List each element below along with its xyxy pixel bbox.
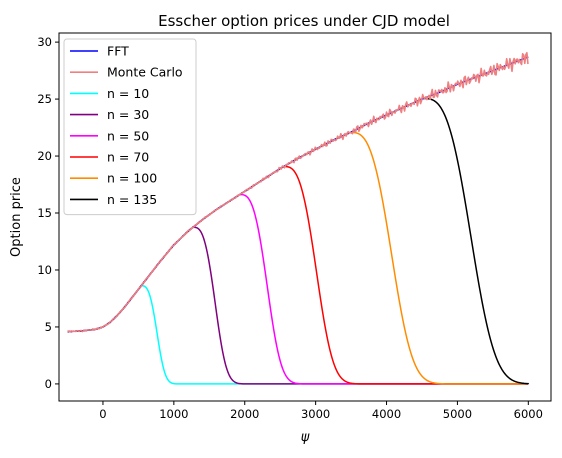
plot-area [67,51,530,385]
x-axis-label: ψ [301,430,310,445]
legend-label: FFT [107,44,129,59]
x-tick-label: 3000 [301,407,330,421]
legend-label: n = 70 [107,150,149,165]
x-tick-label: 5000 [443,407,472,421]
x-tick-label: 0 [99,407,106,421]
x-tick-label: 4000 [372,407,401,421]
legend-label: n = 100 [107,171,157,186]
x-tick-label: 1000 [159,407,188,421]
y-tick-label: 30 [37,35,52,49]
legend-label: n = 10 [107,86,149,101]
y-tick-label: 20 [37,149,52,163]
legend-label: Monte Carlo [107,65,183,80]
x-tick-label: 6000 [514,407,543,421]
chart-title: Esscher option prices under CJD model [158,12,450,30]
x-tick-label: 2000 [230,407,259,421]
legend: FFT Monte Carlo n = 10 n = 30 n = 50 n = 70 n … [63,38,197,216]
series-line-cutoff-2 [67,284,529,385]
series-line-cutoff-4 [67,193,529,385]
y-tick-label: 0 [45,377,52,391]
y-tick-label: 25 [37,92,52,106]
y-axis-label: Option price [9,177,24,257]
y-tick-label: 15 [37,206,52,220]
y-tick-label: 5 [45,320,52,334]
plot-frame [58,32,552,402]
series-line-cutoff-3 [67,226,529,385]
legend-label: n = 50 [107,128,149,143]
series-line-noisy-1 [67,51,529,333]
legend-box [63,38,197,216]
x-axis: 0 1000 2000 3000 4000 5000 6000 [99,401,543,421]
legend-label: n = 135 [107,192,157,207]
y-axis: 0 5 10 15 20 25 30 [37,35,59,391]
legend-label: n = 30 [107,107,149,122]
y-tick-label: 10 [37,263,52,277]
